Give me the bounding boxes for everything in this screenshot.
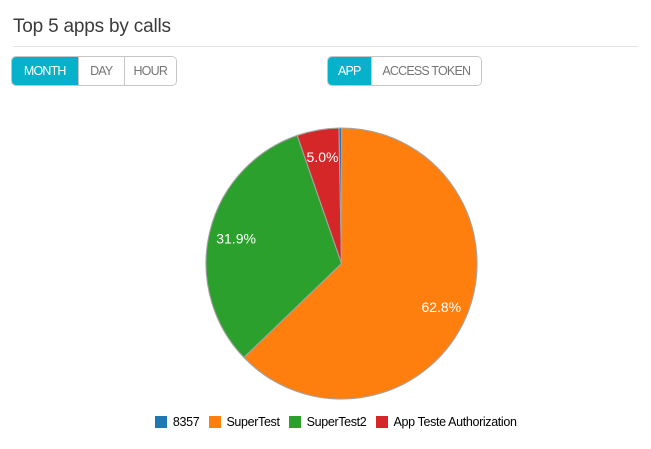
- svg-text:31.9%: 31.9%: [216, 231, 256, 247]
- svg-text:5.0%: 5.0%: [307, 149, 339, 165]
- svg-text:62.8%: 62.8%: [421, 299, 461, 315]
